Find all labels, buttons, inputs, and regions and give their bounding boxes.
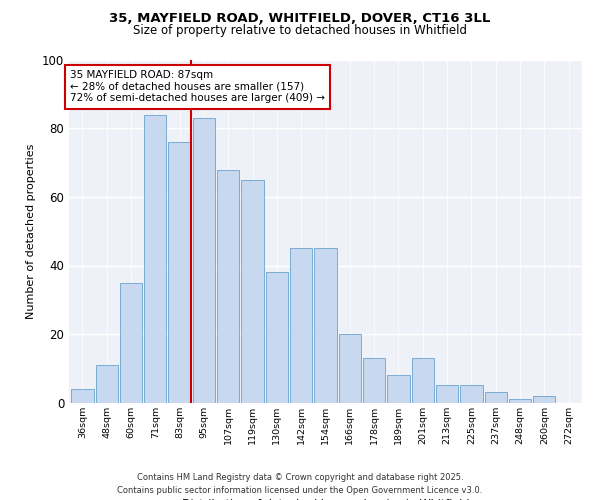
Bar <box>290 248 313 402</box>
Bar <box>95 365 118 403</box>
Text: 35, MAYFIELD ROAD, WHITFIELD, DOVER, CT16 3LL: 35, MAYFIELD ROAD, WHITFIELD, DOVER, CT1… <box>109 12 491 26</box>
Bar <box>412 358 434 403</box>
Bar <box>509 399 531 402</box>
Bar <box>485 392 507 402</box>
Bar <box>169 142 191 403</box>
X-axis label: Distribution of detached houses by size in Whitfield: Distribution of detached houses by size … <box>182 499 469 500</box>
Y-axis label: Number of detached properties: Number of detached properties <box>26 144 37 319</box>
Bar <box>241 180 264 402</box>
Bar <box>217 170 239 402</box>
Text: Contains HM Land Registry data © Crown copyright and database right 2025.
Contai: Contains HM Land Registry data © Crown c… <box>118 473 482 495</box>
Bar <box>71 389 94 402</box>
Bar <box>193 118 215 403</box>
Bar <box>266 272 288 402</box>
Bar <box>338 334 361 402</box>
Bar <box>460 386 482 402</box>
Bar <box>533 396 556 402</box>
Bar <box>120 282 142 403</box>
Bar <box>436 386 458 402</box>
Bar <box>314 248 337 402</box>
Bar <box>363 358 385 403</box>
Bar <box>144 115 166 403</box>
Text: 35 MAYFIELD ROAD: 87sqm
← 28% of detached houses are smaller (157)
72% of semi-d: 35 MAYFIELD ROAD: 87sqm ← 28% of detache… <box>70 70 325 104</box>
Bar <box>387 375 410 402</box>
Text: Size of property relative to detached houses in Whitfield: Size of property relative to detached ho… <box>133 24 467 37</box>
